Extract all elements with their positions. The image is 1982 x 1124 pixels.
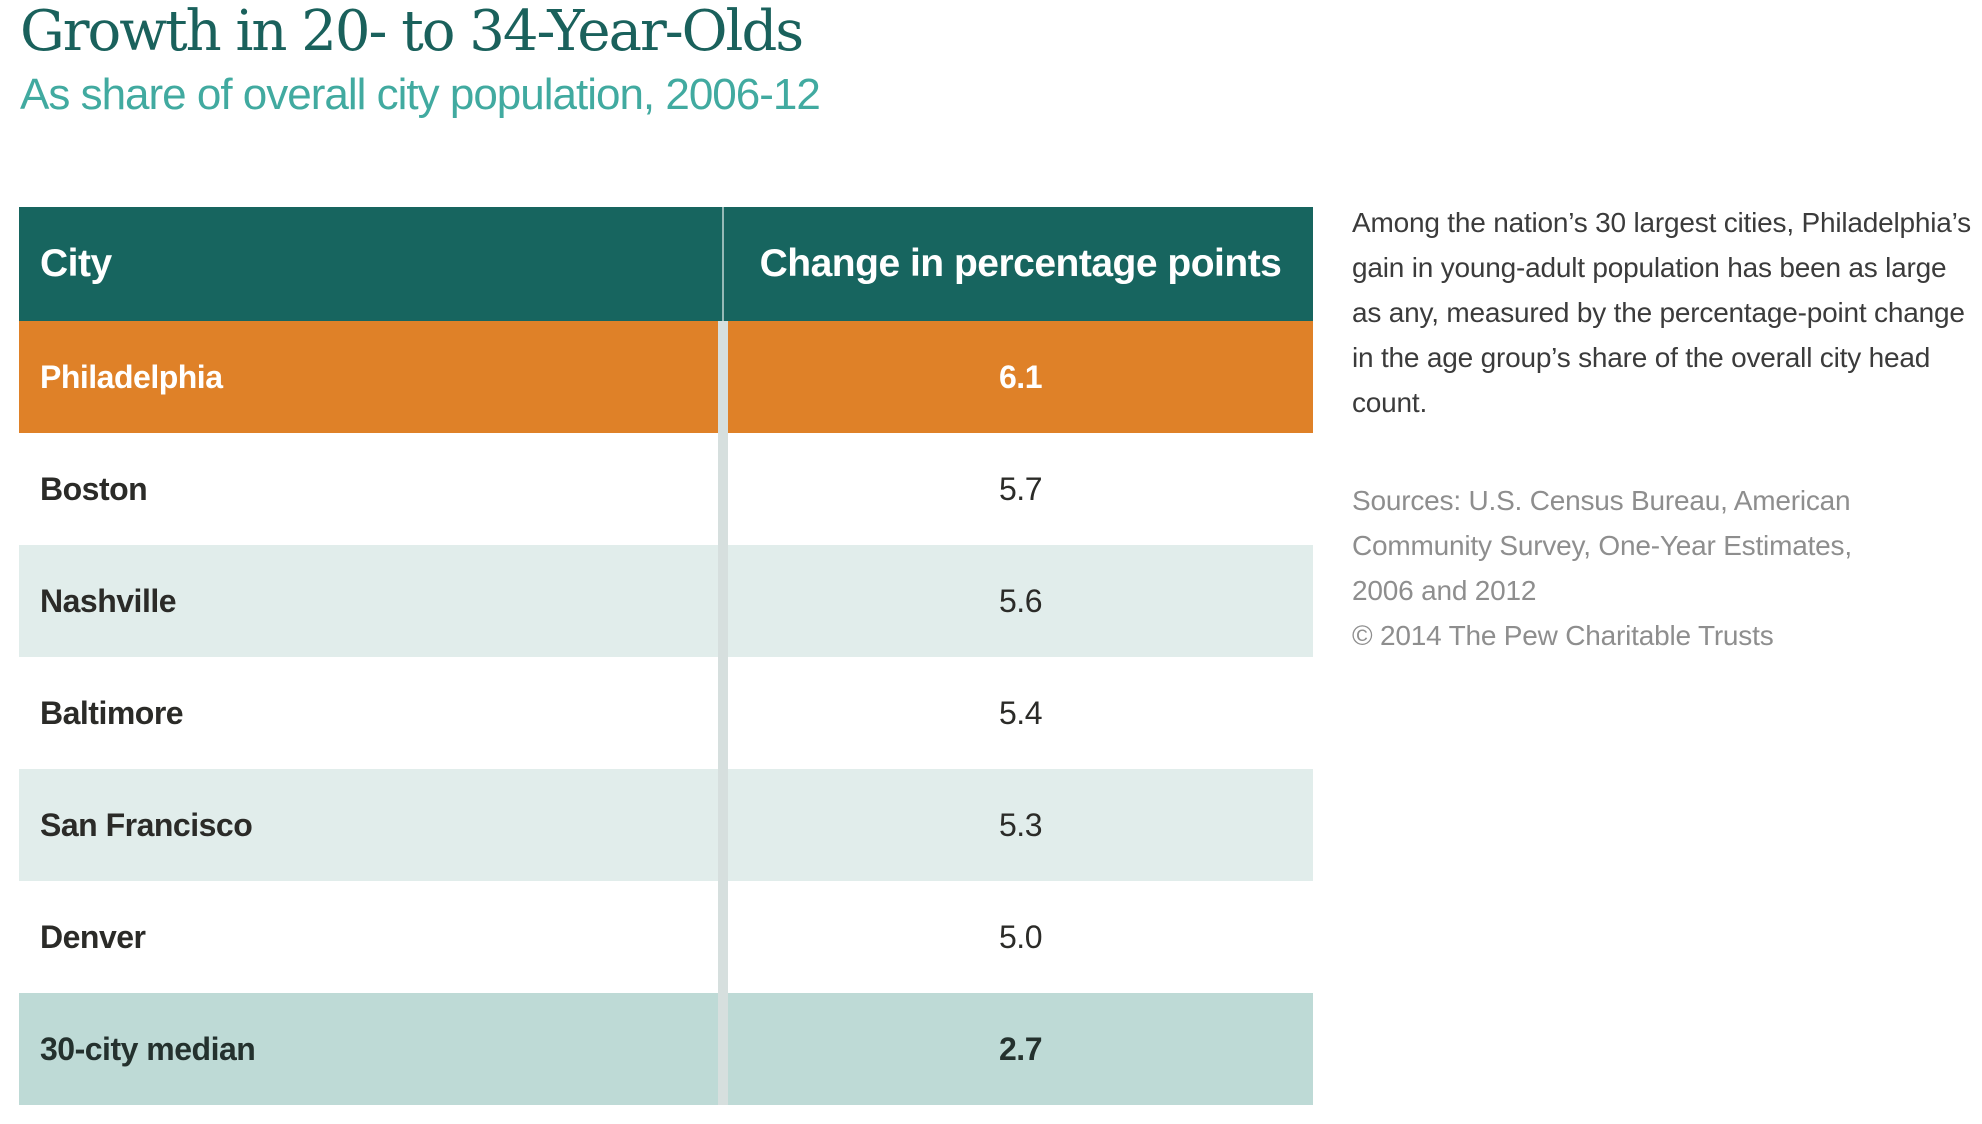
copyright-note: © 2014 The Pew Charitable Trusts: [1352, 620, 1774, 651]
chart-description: Among the nation’s 30 largest cities, Ph…: [1352, 207, 1971, 418]
change-value: 6.1: [999, 358, 1042, 395]
city-name: Denver: [40, 918, 146, 955]
chart-subtitle: As share of overall city population, 200…: [20, 70, 821, 119]
table-row-boston: Boston 5.7: [19, 433, 1313, 545]
column-divider: [718, 993, 728, 1105]
table-header-row: City Change in percentage points: [19, 207, 1313, 321]
column-divider: [718, 881, 728, 993]
table-row-nashville: Nashville 5.6: [19, 545, 1313, 657]
city-name: Nashville: [40, 582, 177, 619]
chart-title: Growth in 20- to 34-Year-Olds: [20, 0, 804, 64]
column-divider: [718, 769, 728, 881]
column-header-city: City: [40, 242, 112, 285]
city-name: Boston: [40, 470, 148, 507]
annotation-sidebar: Among the nation’s 30 largest cities, Ph…: [1352, 200, 1972, 658]
column-divider: [718, 657, 728, 769]
change-value: 2.7: [999, 1030, 1042, 1067]
table-row-30-city-median: 30-city median 2.7: [19, 993, 1313, 1105]
city-name: Philadelphia: [40, 358, 223, 395]
city-name: San Francisco: [40, 806, 253, 843]
table-row-san-francisco: San Francisco 5.3: [19, 769, 1313, 881]
change-value: 5.4: [999, 694, 1042, 731]
table-row-denver: Denver 5.0: [19, 881, 1313, 993]
sources-note: Sources: U.S. Census Bureau, American Co…: [1352, 485, 1852, 606]
table-row-baltimore: Baltimore 5.4: [19, 657, 1313, 769]
column-divider: [718, 433, 728, 545]
column-header-change: Change in percentage points: [759, 242, 1282, 285]
column-divider: [718, 545, 728, 657]
change-value: 5.0: [999, 918, 1042, 955]
change-value: 5.7: [999, 470, 1042, 507]
column-divider: [718, 207, 728, 321]
city-name: 30-city median: [40, 1030, 256, 1067]
city-growth-table: City Change in percentage points Philade…: [19, 207, 1313, 1105]
city-name: Baltimore: [40, 694, 184, 731]
change-value: 5.6: [999, 582, 1042, 619]
table-row-philadelphia: Philadelphia 6.1: [19, 321, 1313, 433]
column-divider: [718, 321, 728, 433]
change-value: 5.3: [999, 806, 1042, 843]
